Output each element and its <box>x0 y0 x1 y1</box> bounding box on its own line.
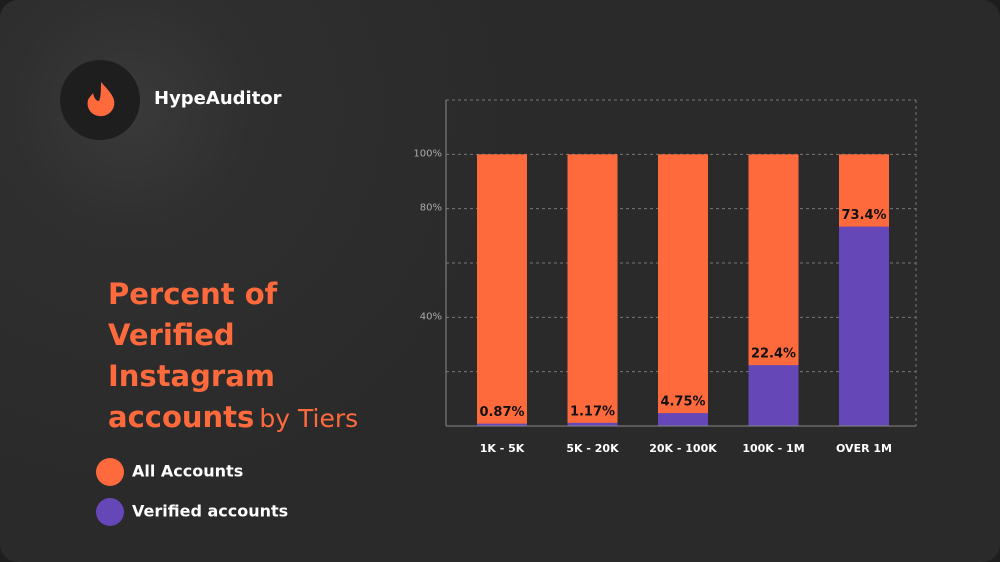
value-label: 73.4% <box>841 208 886 223</box>
brand: HypeAuditor <box>154 88 282 109</box>
bar <box>567 422 618 426</box>
y-tick-label: 80% <box>420 203 442 214</box>
x-tick-label: OVER 1M <box>836 442 892 455</box>
bar <box>567 154 618 427</box>
y-tick-label: 40% <box>420 311 442 322</box>
value-label: 0.87% <box>479 405 524 420</box>
chart-title: Percent of Verified Instagram accounts <box>108 277 278 434</box>
bar <box>477 423 527 426</box>
bar <box>839 226 889 426</box>
x-tick-label: 20K - 100K <box>649 442 717 455</box>
value-label: 22.4% <box>751 347 796 362</box>
bar <box>477 154 527 427</box>
chart-subtitle: by Tiers <box>259 404 359 433</box>
bar <box>658 154 708 427</box>
bar <box>658 413 708 426</box>
value-label: 1.17% <box>570 404 615 419</box>
x-tick-label: 1K - 5K <box>480 442 525 455</box>
y-tick-label: 100% <box>413 148 442 159</box>
logo-flame <box>87 82 115 117</box>
x-tick-label: 100K - 1M <box>742 442 804 455</box>
headline: Percent of Verified Instagram accounts b… <box>108 276 366 440</box>
value-label: 4.75% <box>660 395 705 410</box>
legend-swatch <box>96 458 124 486</box>
legend-swatch <box>96 498 124 526</box>
x-tick-label: 5K - 20K <box>566 442 619 455</box>
legend-label: All Accounts <box>132 462 243 481</box>
legend-label: Verified accounts <box>132 502 288 521</box>
bar <box>748 365 799 426</box>
